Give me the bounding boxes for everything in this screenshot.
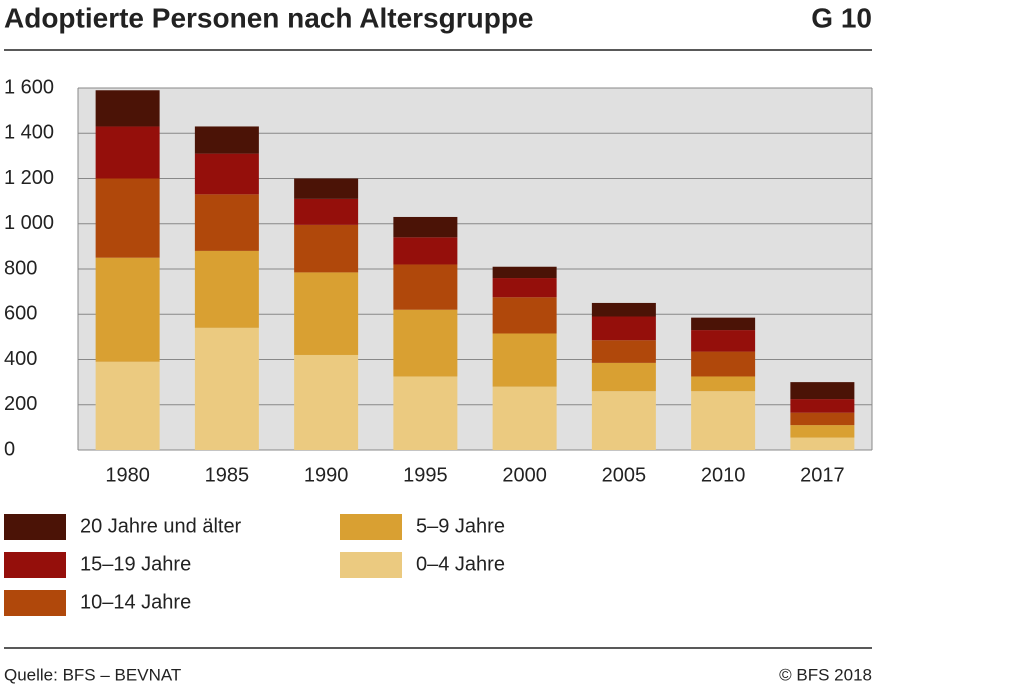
x-tick-label: 1985 xyxy=(205,464,250,486)
legend-swatch xyxy=(4,514,66,540)
bar-segment xyxy=(691,351,756,377)
bar-segment xyxy=(95,126,160,179)
bar-segment xyxy=(393,376,458,450)
bar-segment xyxy=(294,224,359,273)
y-tick-label: 1 400 xyxy=(4,122,54,144)
bar-segment xyxy=(591,302,656,317)
bar-segment xyxy=(393,309,458,377)
bar-segment xyxy=(591,391,656,450)
chart-id: G 10 xyxy=(811,2,872,33)
y-tick-label: 600 xyxy=(4,303,37,325)
bar-segment xyxy=(194,153,259,195)
legend-label: 0–4 Jahre xyxy=(416,553,505,575)
source: Quelle: BFS – BEVNAT xyxy=(4,665,181,684)
bar-segment xyxy=(691,376,756,392)
bar-segment xyxy=(492,266,557,279)
copyright: © BFS 2018 xyxy=(779,665,872,684)
y-tick-label: 1 000 xyxy=(4,212,54,234)
bar-segment xyxy=(95,90,160,127)
bar-segment xyxy=(492,278,557,298)
y-tick-label: 400 xyxy=(4,348,37,370)
bar-segment xyxy=(194,327,259,450)
bar-segment xyxy=(691,317,756,331)
legend-label: 10–14 Jahre xyxy=(80,591,191,613)
bar-segment xyxy=(95,361,160,450)
legend-swatch xyxy=(340,514,402,540)
bar-segment xyxy=(393,237,458,265)
y-tick-label: 1 600 xyxy=(4,76,54,98)
bar-segment xyxy=(393,216,458,238)
bar-segment xyxy=(294,272,359,355)
legend-label: 5–9 Jahre xyxy=(416,515,505,537)
x-tick-label: 1995 xyxy=(403,464,448,486)
y-tick-label: 800 xyxy=(4,257,37,279)
legend-swatch xyxy=(340,552,402,578)
bar-segment xyxy=(790,399,855,413)
y-tick-label: 1 200 xyxy=(4,167,54,189)
chart-title: Adoptierte Personen nach Altersgruppe xyxy=(4,2,534,33)
legend-swatch xyxy=(4,590,66,616)
bar-segment xyxy=(790,425,855,438)
bar-segment xyxy=(790,437,855,450)
bar-segment xyxy=(95,178,160,258)
bar-segment xyxy=(294,354,359,450)
bar-segment xyxy=(393,264,458,310)
bar-segment xyxy=(294,198,359,225)
x-tick-label: 2010 xyxy=(701,464,746,486)
bar-segment xyxy=(194,250,259,328)
legend-label: 15–19 Jahre xyxy=(80,553,191,575)
bar-segment xyxy=(492,386,557,450)
y-tick-label: 200 xyxy=(4,393,37,415)
x-tick-label: 2000 xyxy=(502,464,547,486)
x-tick-label: 2005 xyxy=(602,464,647,486)
bar-segment xyxy=(591,316,656,341)
bar-segment xyxy=(492,333,557,387)
bar-segment xyxy=(591,340,656,363)
bar-segment xyxy=(95,257,160,362)
bar-segment xyxy=(691,391,756,450)
bar-segment xyxy=(790,382,855,400)
y-tick-label: 0 xyxy=(4,438,15,460)
bar-segment xyxy=(591,362,656,392)
x-tick-label: 2017 xyxy=(800,464,845,486)
bar-segment xyxy=(492,297,557,334)
bar-segment xyxy=(294,178,359,199)
bar-segment xyxy=(194,194,259,251)
legend-label: 20 Jahre und älter xyxy=(80,515,242,537)
x-tick-label: 1990 xyxy=(304,464,349,486)
bar-segment xyxy=(790,412,855,426)
bar-segment xyxy=(691,330,756,352)
bar-segment xyxy=(194,126,259,154)
legend-swatch xyxy=(4,552,66,578)
x-tick-label: 1980 xyxy=(105,464,150,486)
